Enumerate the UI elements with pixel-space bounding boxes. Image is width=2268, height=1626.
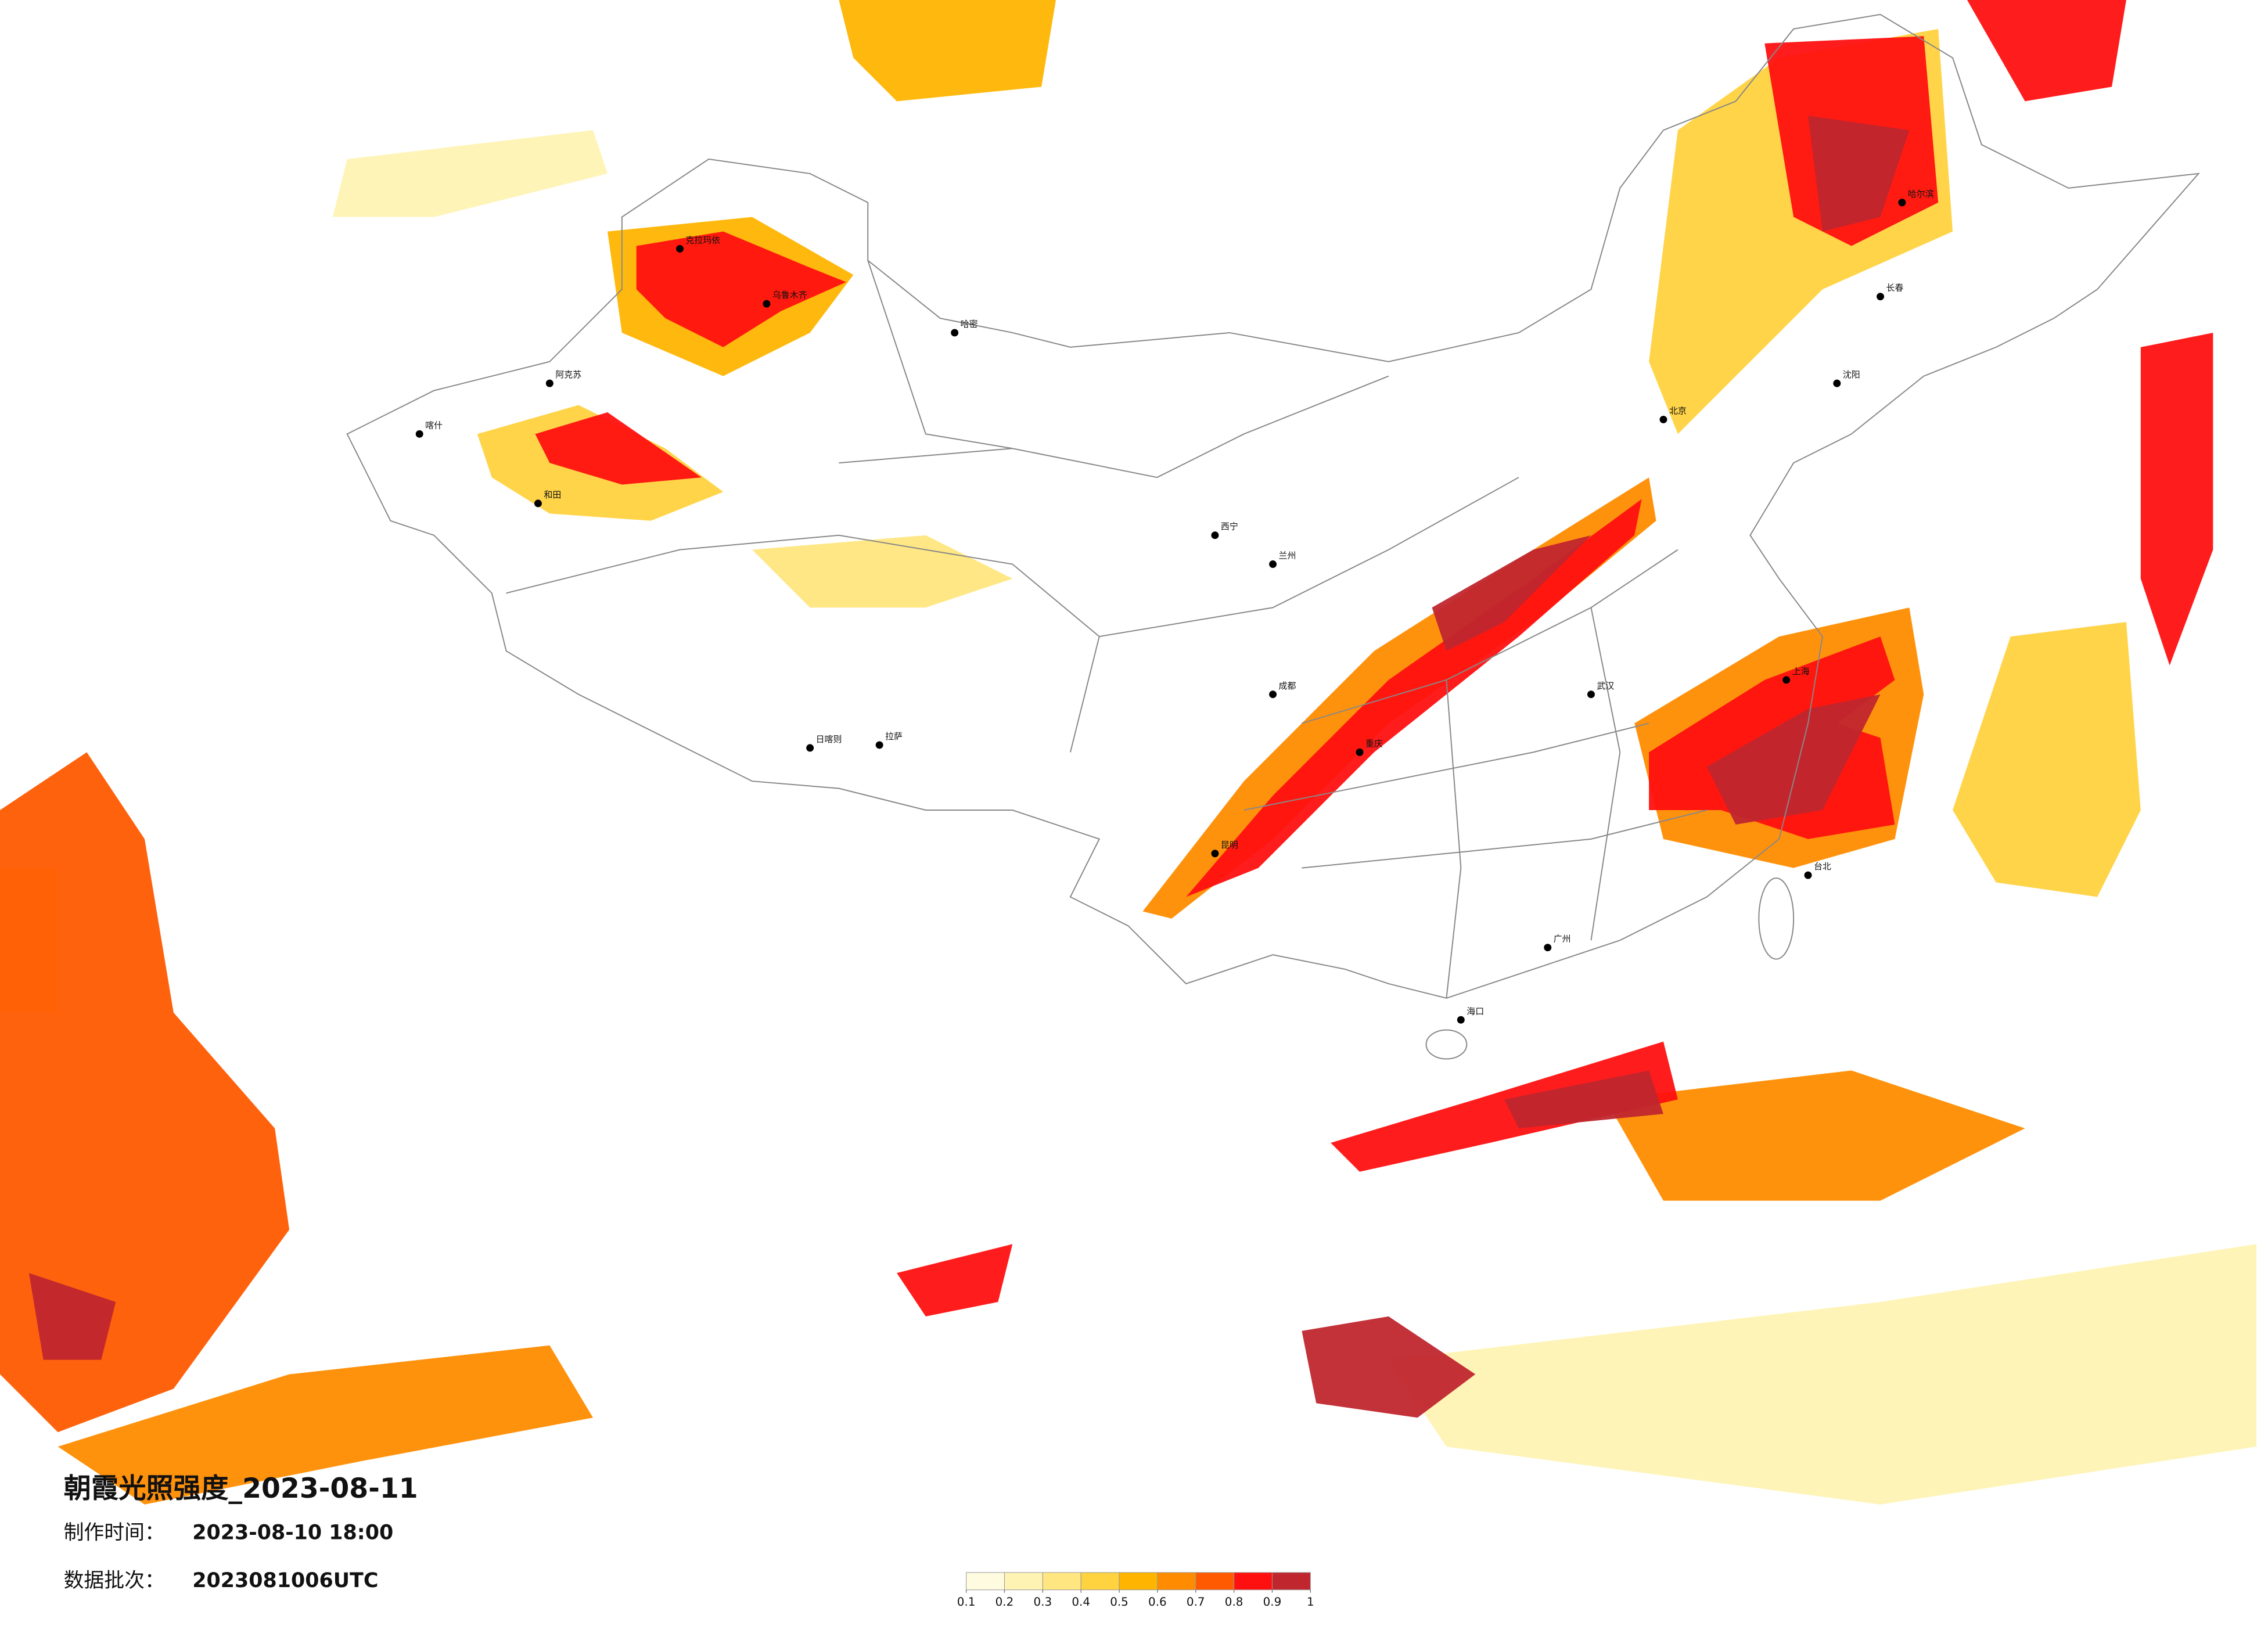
city-dot bbox=[545, 379, 553, 387]
intensity-region bbox=[1432, 535, 1591, 651]
city-dot bbox=[763, 300, 771, 308]
intensity-region bbox=[535, 412, 702, 485]
intensity-region bbox=[1967, 0, 2126, 102]
colorbar-segment bbox=[1271, 1572, 1311, 1591]
city-dot bbox=[1877, 293, 1885, 301]
city-label: 阿克苏 bbox=[555, 369, 581, 380]
city-label: 武汉 bbox=[1597, 681, 1614, 691]
city-label: 成都 bbox=[1279, 681, 1296, 691]
colorbar-segment bbox=[1157, 1572, 1196, 1591]
city-label: 哈密 bbox=[961, 319, 978, 329]
city-label: 兰州 bbox=[1279, 551, 1296, 561]
city-dot bbox=[1833, 379, 1841, 387]
colorbar-segment bbox=[1234, 1572, 1273, 1591]
city-dot bbox=[1457, 1016, 1465, 1024]
colorbar-tick-label: 0.8 bbox=[1225, 1595, 1243, 1609]
city-label: 和田 bbox=[544, 490, 561, 500]
intensity-region bbox=[28, 1273, 116, 1360]
city-dot bbox=[534, 499, 542, 508]
province-lines bbox=[506, 260, 1707, 998]
colorbar-segment bbox=[1195, 1572, 1235, 1591]
intensity-region bbox=[0, 752, 290, 1433]
city-label: 重庆 bbox=[1365, 738, 1383, 749]
intensity-region bbox=[1186, 499, 1642, 897]
city-label: 长春 bbox=[1886, 283, 1904, 293]
intensity-region bbox=[332, 130, 608, 217]
intensity-region bbox=[1953, 622, 2141, 897]
made-label: 制作时间： bbox=[64, 1521, 165, 1545]
city-dot bbox=[1804, 871, 1812, 879]
intensity-region bbox=[1706, 694, 1881, 825]
colorbar-segment bbox=[966, 1572, 1005, 1591]
intensity-region bbox=[1388, 1244, 2257, 1505]
city-dot bbox=[875, 741, 883, 749]
city-dot bbox=[1659, 415, 1667, 423]
colorbar-segment bbox=[1119, 1572, 1158, 1591]
city-dot bbox=[1898, 199, 1906, 207]
map-title: 朝霞光照强度_2023-08-11 bbox=[64, 1473, 418, 1505]
intensity-region bbox=[1504, 1070, 1663, 1129]
intensity-region bbox=[636, 231, 846, 347]
city-label: 广州 bbox=[1554, 934, 1571, 944]
colorbar-tick-label: 0.6 bbox=[1148, 1595, 1167, 1609]
colorbar-segment bbox=[1004, 1572, 1043, 1591]
intensity-region bbox=[57, 1345, 594, 1505]
country-outline bbox=[346, 13, 2200, 999]
city-label: 北京 bbox=[1669, 405, 1687, 416]
city-label: 西宁 bbox=[1221, 521, 1238, 532]
city-dot bbox=[415, 430, 423, 438]
colorbar-tick-label: 0.1 bbox=[957, 1595, 976, 1609]
city-dot bbox=[1544, 944, 1552, 952]
taiwan-outline bbox=[1758, 877, 1795, 960]
colorbar-tick-label: 0.3 bbox=[1033, 1595, 1052, 1609]
intensity-region bbox=[897, 1244, 1013, 1316]
city-label: 台北 bbox=[1814, 861, 1831, 872]
city-dot bbox=[951, 329, 959, 337]
colorbar-segment bbox=[1080, 1572, 1120, 1591]
colorbar-tick-label: 0.7 bbox=[1187, 1595, 1205, 1609]
city-dot bbox=[1782, 676, 1791, 684]
city-label: 沈阳 bbox=[1843, 369, 1860, 380]
city-label: 拉萨 bbox=[885, 731, 903, 742]
city-label: 哈尔滨 bbox=[1908, 189, 1934, 199]
colorbar-tick-label: 0.5 bbox=[1110, 1595, 1128, 1609]
city-dot bbox=[1587, 690, 1595, 699]
city-dot bbox=[806, 744, 814, 752]
colorbar-tick-label: 0.4 bbox=[1072, 1595, 1090, 1609]
batch-label: 数据批次： bbox=[64, 1569, 165, 1592]
intensity-region bbox=[1605, 1070, 2025, 1201]
intensity-region bbox=[1808, 116, 1910, 232]
colorbar-tick-label: 0.9 bbox=[1263, 1595, 1282, 1609]
hainan-outline bbox=[1425, 1029, 1468, 1060]
intensity-layer bbox=[0, 0, 2257, 1505]
colorbar-segment bbox=[1042, 1572, 1081, 1591]
colorbar-tick-label: 1 bbox=[1307, 1595, 1314, 1609]
city-label: 乌鲁木齐 bbox=[772, 290, 807, 300]
city-label: 喀什 bbox=[425, 420, 443, 430]
city-dot bbox=[676, 244, 684, 253]
intensity-region bbox=[1302, 1316, 1476, 1418]
city-dot bbox=[1211, 531, 1219, 539]
city-label: 海口 bbox=[1467, 1006, 1484, 1016]
city-dot bbox=[1356, 748, 1364, 756]
made-value: 2023-08-10 18:00 bbox=[192, 1521, 393, 1545]
colorbar-tick-label: 0.2 bbox=[995, 1595, 1014, 1609]
batch-value: 2023081006UTC bbox=[192, 1569, 378, 1592]
city-label: 克拉玛依 bbox=[685, 235, 720, 246]
city-dot bbox=[1269, 690, 1277, 699]
city-label: 昆明 bbox=[1221, 840, 1238, 850]
borders bbox=[346, 13, 2200, 1060]
city-label: 上海 bbox=[1792, 666, 1810, 677]
intensity-region bbox=[2140, 332, 2213, 665]
intensity-region bbox=[1331, 1041, 1678, 1172]
city-dot bbox=[1211, 850, 1219, 858]
intensity-region bbox=[839, 0, 1056, 102]
colorbar: 0.1 0.2 0.3 0.4 0.5 0.6 0.7 0.8 0.9 1 bbox=[957, 1572, 1314, 1609]
city-dot bbox=[1269, 560, 1277, 569]
city-label: 日喀则 bbox=[816, 734, 842, 744]
